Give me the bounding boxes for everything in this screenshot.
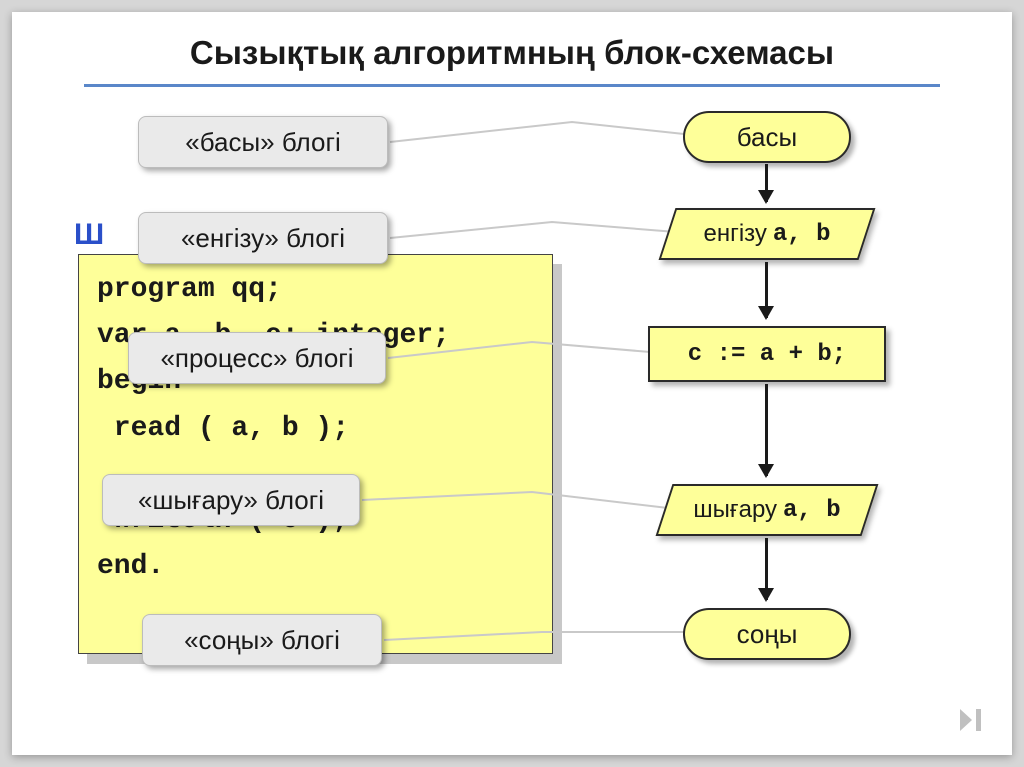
- slide: Сызықтық алгоритмның блок-схемасы Ш prog…: [12, 12, 1012, 755]
- flow-output-label: шығару a, b: [664, 484, 870, 536]
- flow-arrow: [765, 164, 768, 202]
- label-process-block: «процесс» блогі: [128, 332, 386, 384]
- flow-input-label: енгізу a, b: [667, 208, 867, 260]
- title-underline: [84, 84, 940, 87]
- label-start-block: «басы» блогі: [138, 116, 388, 168]
- label-output-block: «шығару» блогі: [102, 474, 360, 526]
- code-line: read ( a, b );: [97, 406, 534, 452]
- play-forward-icon: [956, 705, 986, 735]
- code-line: program qq;: [97, 267, 534, 313]
- flow-end-label: соңы: [737, 619, 798, 650]
- code-box: program qq; var a, b, c: integer; begin …: [78, 254, 553, 654]
- flow-start-label: басы: [737, 122, 797, 153]
- code-line: end.: [97, 544, 534, 590]
- label-end-block: «соңы» блогі: [142, 614, 382, 666]
- flow-io-output: шығару a, b: [664, 484, 870, 536]
- label-input-block: «енгізу» блогі: [138, 212, 388, 264]
- flow-process: c := a + b;: [648, 326, 886, 382]
- next-slide-button[interactable]: [954, 703, 988, 737]
- partial-heading: Ш: [74, 218, 104, 252]
- flow-arrow: [765, 538, 768, 600]
- flow-io-input: енгізу a, b: [667, 208, 867, 260]
- page-title: Сызықтық алгоритмның блок-схемасы: [12, 34, 1012, 72]
- flow-arrow: [765, 384, 768, 476]
- flow-terminator-end: соңы: [683, 608, 851, 660]
- flow-terminator-start: басы: [683, 111, 851, 163]
- flow-arrow: [765, 262, 768, 318]
- flow-process-label: c := a + b;: [688, 341, 846, 368]
